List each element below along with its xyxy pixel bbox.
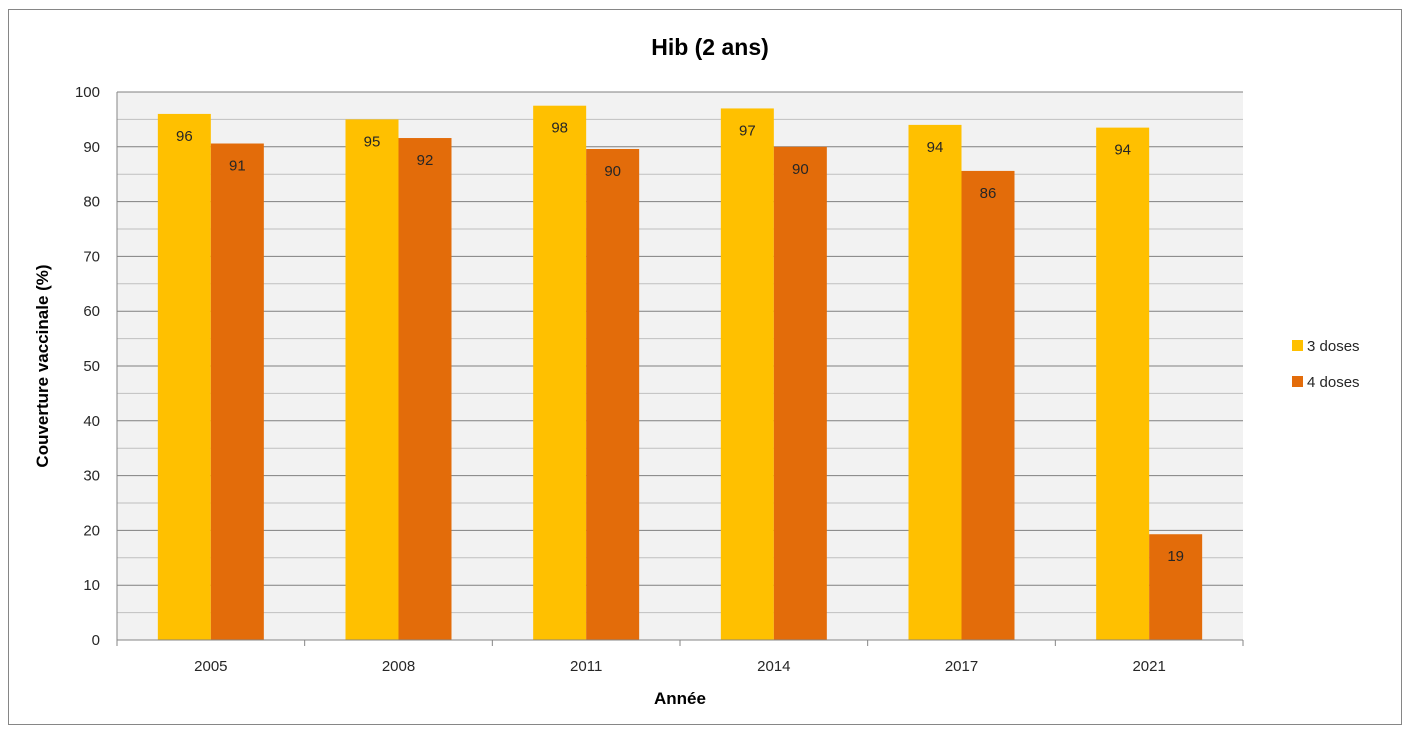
data-label: 95 xyxy=(364,133,381,150)
data-label: 94 xyxy=(927,139,944,156)
data-label: 90 xyxy=(604,163,621,180)
y-axis: 0 10 20 30 40 50 60 70 80 90 100 xyxy=(75,84,118,649)
x-tick-label: 2011 xyxy=(570,658,602,675)
bar-3-doses-2017 xyxy=(908,124,962,640)
legend-label: 4 doses xyxy=(1307,374,1360,391)
bar-3-doses-2005 xyxy=(157,113,211,641)
legend-label: 3 doses xyxy=(1307,338,1360,355)
data-label: 97 xyxy=(739,122,756,139)
bar-3-doses-2008 xyxy=(345,119,399,640)
y-tick-label: 10 xyxy=(83,577,100,594)
bar-3-doses-2014 xyxy=(720,108,774,640)
y-tick-label: 100 xyxy=(75,84,100,101)
gridlines xyxy=(117,91,1243,614)
data-label: 94 xyxy=(1114,142,1131,159)
bar-3-doses-2011 xyxy=(533,105,587,640)
data-label: 98 xyxy=(551,120,568,137)
x-axis: 2005 2008 2011 2014 2017 2021 xyxy=(116,639,1244,675)
legend-swatch xyxy=(1292,376,1303,387)
y-tick-label: 90 xyxy=(83,139,100,156)
chart-title: Hib (2 ans) xyxy=(651,34,769,60)
legend-swatch xyxy=(1292,340,1303,351)
data-label: 91 xyxy=(229,158,246,175)
data-label: 90 xyxy=(792,161,809,178)
y-tick-label: 40 xyxy=(83,413,100,430)
x-tick-label: 2008 xyxy=(382,658,415,675)
y-tick-label: 70 xyxy=(83,248,100,265)
x-tick-label: 2005 xyxy=(194,658,227,675)
x-tick-label: 2021 xyxy=(1132,658,1165,675)
x-tick-label: 2017 xyxy=(945,658,978,675)
y-tick-label: 80 xyxy=(83,194,100,211)
y-tick-label: 30 xyxy=(83,468,100,485)
x-axis-title: Année xyxy=(654,689,706,708)
bars xyxy=(157,105,1203,641)
data-label: 92 xyxy=(417,152,434,169)
y-tick-label: 0 xyxy=(92,632,100,649)
data-labels: 96 91 95 92 98 90 97 90 94 86 94 19 xyxy=(176,120,1184,566)
bar-3-doses-2021 xyxy=(1096,127,1150,641)
data-label: 19 xyxy=(1167,548,1184,565)
data-label: 96 xyxy=(176,128,193,145)
bar-4-doses-2017 xyxy=(961,170,1015,641)
y-tick-label: 20 xyxy=(83,522,100,539)
legend: 3 doses 4 doses xyxy=(1292,338,1360,391)
bar-4-doses-2011 xyxy=(586,148,640,640)
y-tick-label: 50 xyxy=(83,358,100,375)
y-axis-title: Couverture vaccinale (%) xyxy=(33,264,52,467)
data-label: 86 xyxy=(980,185,997,202)
x-tick-label: 2014 xyxy=(757,658,790,675)
bar-4-doses-2021 xyxy=(1149,534,1203,640)
bar-4-doses-2005 xyxy=(210,143,264,640)
bar-4-doses-2008 xyxy=(398,138,452,641)
bar-4-doses-2014 xyxy=(773,146,827,641)
y-tick-label: 60 xyxy=(83,303,100,320)
